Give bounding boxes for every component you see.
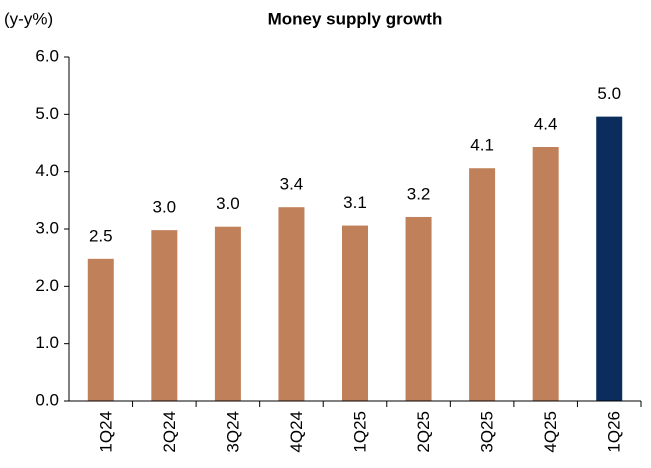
- x-tick-label: 2Q25: [414, 411, 433, 453]
- y-tick-label: 2.0: [35, 276, 59, 295]
- bar: [278, 207, 305, 401]
- x-tick-label: 1Q25: [350, 411, 369, 453]
- bar: [405, 216, 432, 401]
- x-tick-label: 4Q24: [287, 411, 306, 453]
- bar: [151, 230, 178, 401]
- y-tick-label: 0.0: [35, 390, 59, 409]
- value-label: 3.2: [407, 184, 431, 203]
- y-tick-label: 4.0: [35, 161, 59, 180]
- value-label: 3.0: [216, 194, 240, 213]
- y-tick-label: 5.0: [35, 104, 59, 123]
- value-label: 5.0: [597, 84, 621, 103]
- value-label: 3.1: [343, 193, 367, 212]
- x-tick-label: 1Q24: [96, 411, 115, 453]
- x-tick-label: 3Q24: [223, 411, 242, 453]
- x-tick-label: 1Q26: [605, 411, 624, 453]
- value-label: 4.1: [470, 136, 494, 155]
- value-label: 3.4: [280, 175, 304, 194]
- value-label: 2.5: [89, 226, 113, 245]
- bar: [342, 225, 368, 401]
- y-tick-label: 3.0: [35, 218, 59, 237]
- value-label: 4.4: [534, 114, 558, 133]
- y-tick-label: 1.0: [35, 333, 59, 352]
- bar: [469, 168, 496, 401]
- bar: [87, 258, 114, 401]
- y-axis-label: (y-y%): [4, 9, 53, 28]
- value-label: 3.0: [153, 198, 177, 217]
- x-tick-label: 4Q25: [541, 411, 560, 453]
- chart-title: Money supply growth: [268, 9, 443, 28]
- bar: [596, 116, 623, 402]
- bar: [214, 226, 241, 401]
- y-tick-label: 6.0: [35, 46, 59, 65]
- x-tick-label: 3Q25: [478, 411, 497, 453]
- bar: [532, 147, 559, 401]
- x-tick-label: 2Q24: [160, 411, 179, 453]
